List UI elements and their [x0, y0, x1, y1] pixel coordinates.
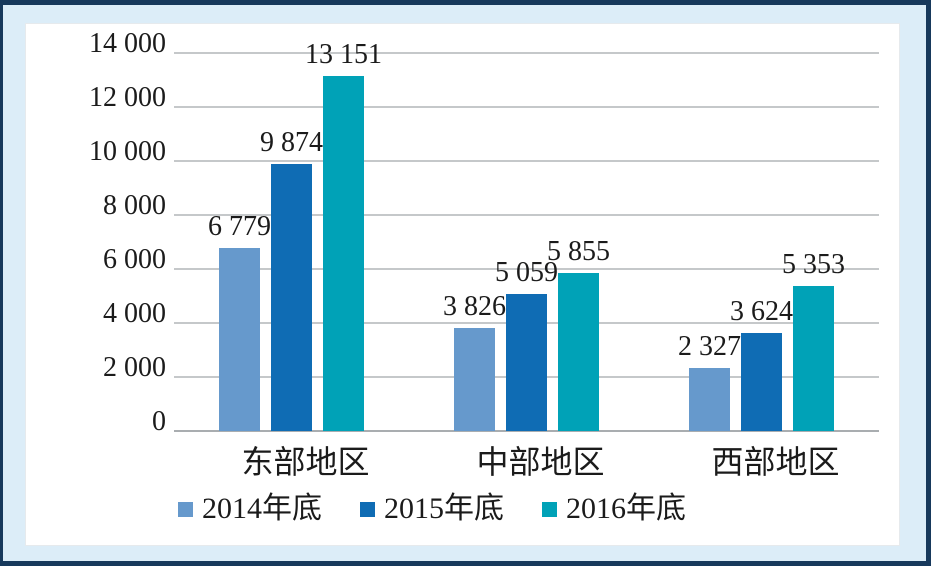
y-axis-tick-label: 14 000	[89, 28, 166, 59]
legend-label: 2016年底	[566, 492, 686, 525]
bar-value-label: 5 855	[547, 235, 610, 267]
bar	[506, 294, 547, 431]
bar-value-label: 9 874	[260, 127, 323, 159]
gridline	[174, 214, 879, 216]
bar-value-label: 5 353	[782, 249, 845, 281]
legend-item: 2016年底	[542, 492, 686, 526]
bar	[793, 286, 834, 431]
legend: 2014年底 2015年底 2016年底	[178, 492, 686, 526]
legend-label: 2014年底	[202, 492, 322, 525]
legend-item: 2014年底	[178, 492, 322, 526]
gridline	[174, 160, 879, 162]
legend-swatch-icon	[542, 501, 557, 517]
x-axis-line	[174, 430, 879, 432]
bar	[219, 247, 260, 431]
bar	[454, 327, 495, 431]
y-axis-tick-label: 6 000	[103, 244, 166, 275]
bar	[689, 368, 730, 431]
x-axis-category-label: 西部地区	[711, 444, 840, 480]
legend-item: 2015年底	[360, 492, 504, 526]
bar	[558, 272, 599, 431]
gridline	[174, 52, 879, 54]
y-axis-tick-label: 4 000	[103, 298, 166, 329]
y-axis-tick-label: 8 000	[103, 190, 166, 221]
bar	[271, 164, 312, 431]
bar-value-label: 6 779	[208, 210, 271, 242]
y-axis-tick-label: 2 000	[103, 352, 166, 383]
bar-value-label: 13 151	[305, 38, 382, 70]
gridline	[174, 106, 879, 108]
y-axis-tick-label: 10 000	[89, 136, 166, 167]
legend-label: 2015年底	[384, 492, 504, 525]
legend-swatch-icon	[360, 501, 375, 517]
legend-swatch-icon	[178, 501, 193, 517]
y-axis-tick-label: 0	[152, 406, 166, 437]
x-axis-category-label: 中部地区	[476, 444, 605, 480]
bar-value-label: 3 826	[443, 290, 506, 322]
bar-value-label: 2 327	[678, 331, 741, 363]
gridline	[174, 268, 879, 270]
bar-value-label: 3 624	[730, 296, 793, 328]
bar-value-label: 5 059	[495, 257, 558, 289]
bar	[741, 333, 782, 431]
y-axis-tick-label: 12 000	[89, 82, 166, 113]
x-axis-category-label: 东部地区	[241, 444, 370, 480]
bar	[323, 75, 364, 431]
